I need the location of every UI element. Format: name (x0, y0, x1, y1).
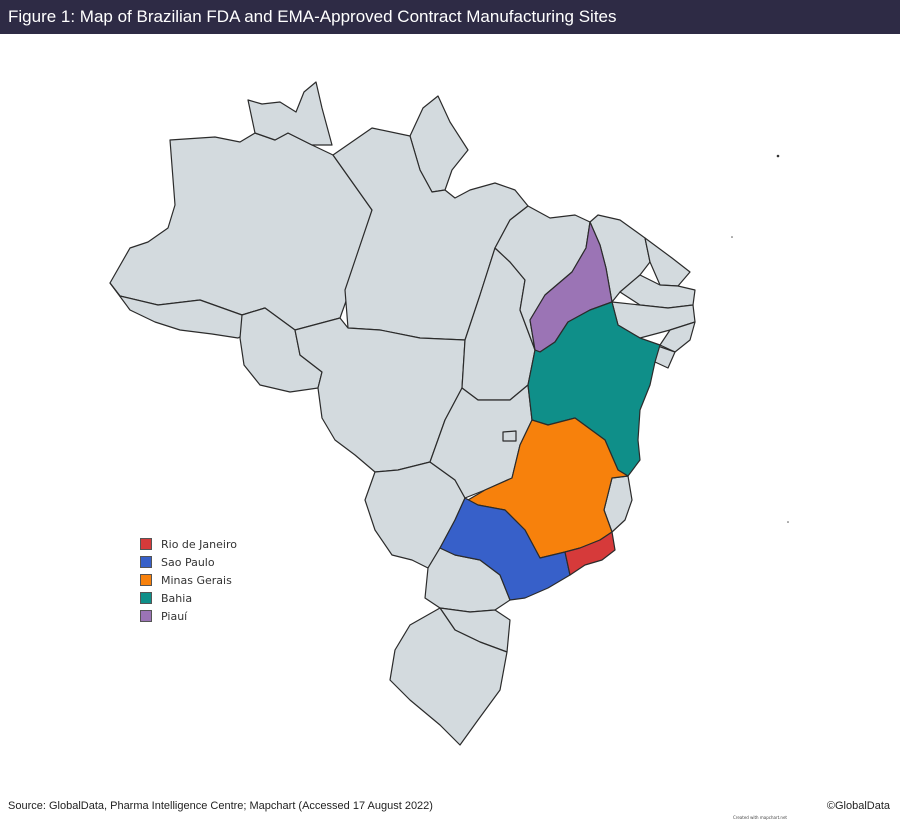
figure-title: Figure 1: Map of Brazilian FDA and EMA-A… (8, 7, 617, 26)
figure-header: Figure 1: Map of Brazilian FDA and EMA-A… (0, 0, 900, 34)
state-rio-grande-do-norte (644, 237, 691, 287)
highlighted-states (439, 221, 661, 601)
state-rio-de-janeiro (564, 531, 616, 576)
legend-label: Rio de Janeiro (161, 537, 237, 551)
state-rio-grande-do-sul (389, 607, 508, 746)
island-dot (776, 154, 780, 158)
legend-swatch (140, 538, 152, 550)
legend-swatch (140, 592, 152, 604)
legend-swatch (140, 574, 152, 586)
state-alagoas (659, 321, 696, 353)
legend-item-minas-gerais: Minas Gerais (140, 571, 237, 589)
legend-item-sao-paulo: Sao Paulo (140, 553, 237, 571)
legend-label: Bahia (161, 591, 193, 605)
legend-item-bahia: Bahia (140, 589, 237, 607)
brazil-map (109, 81, 789, 746)
map-legend: Rio de Janeiro Sao Paulo Minas Gerais Ba… (140, 535, 237, 625)
legend-label: Sao Paulo (161, 555, 215, 569)
map-area: Rio de Janeiro Sao Paulo Minas Gerais Ba… (0, 34, 900, 820)
island-dot (731, 236, 733, 238)
legend-label: Piauí (161, 609, 188, 623)
footer-source: Source: GlobalData, Pharma Intelligence … (8, 800, 433, 812)
legend-item-rio-de-janeiro: Rio de Janeiro (140, 535, 237, 553)
legend-swatch (140, 610, 152, 622)
state-roraima (247, 81, 333, 146)
state-sao-paulo (439, 497, 571, 601)
state-amazonas (109, 132, 373, 331)
footer-copyright: ©GlobalData (826, 800, 890, 812)
legend-label: Minas Gerais (161, 573, 232, 587)
state-distrito-federal (502, 430, 517, 442)
island-dot (787, 521, 789, 523)
legend-item-piaui: Piauí (140, 607, 237, 625)
legend-swatch (140, 556, 152, 568)
map-credit: Created with mapchart.net (733, 815, 787, 820)
